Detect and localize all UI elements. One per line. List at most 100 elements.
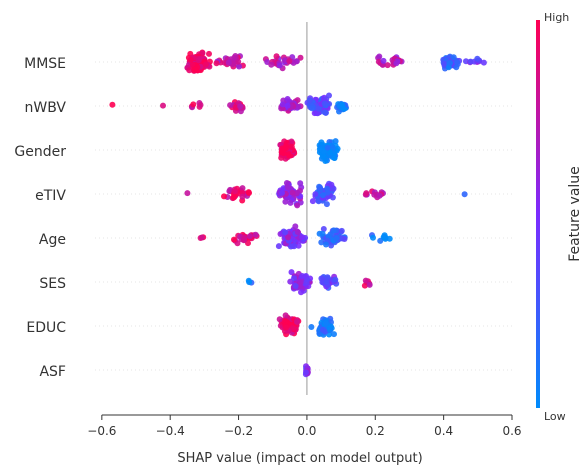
- point-gender: [318, 139, 325, 146]
- point-educ: [331, 331, 337, 338]
- x-axis-label: SHAP value (impact on model output): [177, 451, 422, 466]
- point-age: [282, 229, 289, 236]
- point-ses: [303, 279, 310, 286]
- feature-label-educ: EDUC: [26, 320, 66, 336]
- point-etiv: [239, 193, 246, 200]
- point-mmse: [225, 59, 232, 66]
- point-nwbv: [295, 103, 302, 110]
- point-etiv: [376, 192, 383, 199]
- point-gender: [324, 144, 331, 151]
- point-etiv: [226, 188, 233, 195]
- point-ses: [362, 277, 369, 284]
- point-educ: [319, 326, 326, 333]
- point-ses: [298, 289, 304, 296]
- point-age: [287, 243, 294, 250]
- feature-label-asf: ASF: [39, 364, 66, 380]
- point-age: [299, 234, 306, 241]
- point-nwbv: [109, 101, 116, 108]
- point-mmse: [453, 64, 460, 71]
- point-age: [246, 233, 253, 240]
- point-etiv: [221, 193, 227, 200]
- point-etiv: [328, 181, 335, 188]
- point-age: [252, 231, 259, 238]
- feature-label-gender: Gender: [14, 144, 66, 160]
- x-tick-label: 0.0: [297, 424, 316, 438]
- x-tick-label: 0.4: [434, 424, 453, 438]
- point-educ: [308, 324, 315, 330]
- point-mmse: [474, 55, 481, 62]
- point-mmse: [236, 63, 243, 70]
- point-etiv: [279, 189, 285, 196]
- point-mmse: [480, 59, 487, 66]
- point-asf: [303, 369, 309, 376]
- point-nwbv: [160, 102, 166, 109]
- point-age: [285, 234, 292, 241]
- point-nwbv: [279, 101, 286, 108]
- point-nwbv: [339, 101, 346, 108]
- point-etiv: [319, 192, 326, 199]
- point-mmse: [276, 62, 283, 69]
- point-ses: [292, 283, 299, 289]
- point-ses: [297, 284, 304, 291]
- point-gender: [332, 138, 339, 145]
- x-tick-label: −0.2: [224, 424, 253, 438]
- point-age: [198, 234, 205, 241]
- point-age: [294, 229, 301, 236]
- point-age: [338, 227, 345, 234]
- feature-label-nwbv: nWBV: [25, 100, 67, 116]
- point-nwbv: [315, 105, 322, 112]
- point-mmse: [286, 58, 293, 64]
- point-mmse: [281, 57, 288, 64]
- point-age: [275, 243, 282, 250]
- point-mmse: [450, 54, 457, 61]
- point-educ: [276, 316, 283, 323]
- point-educ: [322, 320, 329, 326]
- point-gender: [283, 143, 289, 150]
- point-etiv: [323, 201, 330, 208]
- point-mmse: [186, 67, 193, 74]
- point-mmse: [194, 64, 201, 70]
- point-ses: [288, 269, 295, 276]
- point-gender: [322, 158, 329, 164]
- point-mmse: [376, 53, 383, 60]
- point-etiv: [184, 190, 191, 197]
- colorbar-low-label: Low: [544, 410, 566, 423]
- point-age: [382, 235, 389, 242]
- point-etiv: [312, 191, 319, 198]
- x-tick-label: −0.6: [87, 424, 116, 438]
- point-etiv: [461, 191, 468, 198]
- point-nwbv: [321, 109, 328, 116]
- point-etiv: [317, 186, 324, 193]
- point-mmse: [213, 60, 220, 67]
- point-ses: [361, 282, 368, 289]
- feature-label-mmse: MMSE: [24, 56, 66, 72]
- point-nwbv: [308, 105, 315, 112]
- point-age: [328, 242, 335, 249]
- point-etiv: [245, 189, 252, 196]
- point-etiv: [239, 185, 246, 192]
- point-etiv: [289, 189, 296, 196]
- point-educ: [282, 312, 289, 319]
- feature-labels: MMSE nWBV Gender eTIV Age SES EDUC ASF: [14, 56, 66, 380]
- point-ses: [323, 279, 330, 285]
- x-tick-label: 0.2: [366, 424, 385, 438]
- point-nwbv: [284, 96, 291, 102]
- feature-label-etiv: eTIV: [35, 188, 66, 204]
- x-tick-label: 0.6: [502, 424, 521, 438]
- point-ses: [324, 274, 331, 281]
- point-nwbv: [190, 101, 197, 108]
- point-age: [319, 230, 326, 237]
- point-educ: [283, 324, 290, 331]
- data-points: [109, 49, 487, 378]
- point-ses: [366, 281, 373, 288]
- point-ses: [291, 275, 297, 282]
- point-age: [295, 242, 302, 249]
- point-nwbv: [284, 102, 291, 109]
- point-mmse: [384, 62, 391, 69]
- point-mmse: [231, 54, 238, 61]
- point-age: [231, 236, 237, 243]
- point-etiv: [232, 188, 238, 195]
- point-etiv: [287, 199, 294, 206]
- point-gender: [285, 151, 292, 158]
- point-ses: [245, 277, 252, 284]
